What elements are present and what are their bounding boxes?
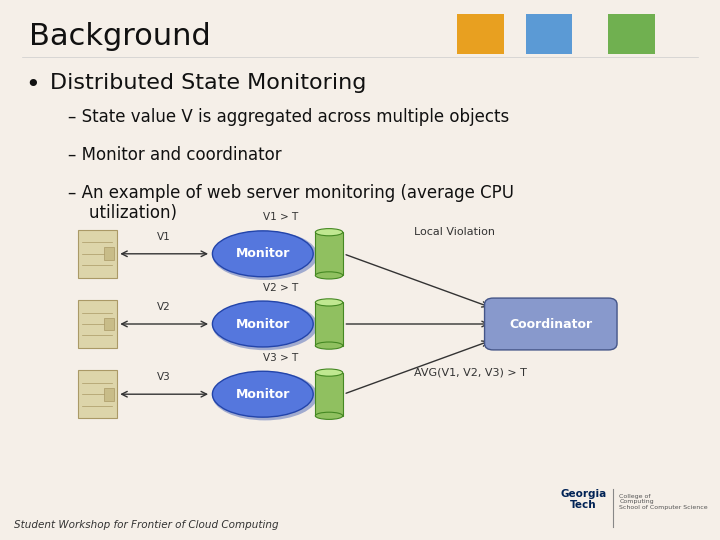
Text: Distributed State Monitoring: Distributed State Monitoring (50, 73, 366, 93)
Bar (457, 14, 504, 54)
Text: V1: V1 (157, 232, 171, 242)
Ellipse shape (212, 231, 313, 276)
Text: V3: V3 (157, 372, 171, 382)
Text: Monitor: Monitor (235, 388, 290, 401)
Bar (608, 14, 655, 54)
Text: V2: V2 (157, 302, 171, 312)
Text: V1 > T: V1 > T (264, 212, 298, 222)
Text: Coordinator: Coordinator (509, 318, 593, 330)
Text: AVG(V1, V2, V3) > T: AVG(V1, V2, V3) > T (414, 368, 527, 377)
Text: Local Violation: Local Violation (414, 227, 495, 237)
Ellipse shape (315, 412, 343, 420)
Text: Monitor: Monitor (235, 247, 290, 260)
Ellipse shape (212, 372, 313, 417)
Ellipse shape (212, 372, 318, 420)
Text: Georgia
Tech: Georgia Tech (560, 489, 606, 510)
Text: – Monitor and coordinator: – Monitor and coordinator (68, 146, 282, 164)
Ellipse shape (315, 369, 343, 376)
Text: – An example of web server monitoring (average CPU
    utilization): – An example of web server monitoring (a… (68, 184, 514, 222)
Text: Monitor: Monitor (235, 318, 290, 330)
Ellipse shape (315, 228, 343, 236)
Text: – State value V is aggregated across multiple objects: – State value V is aggregated across mul… (68, 108, 510, 126)
Bar (315, 373, 343, 416)
Ellipse shape (212, 301, 318, 350)
FancyBboxPatch shape (485, 298, 617, 350)
Bar (315, 232, 343, 275)
Bar (315, 302, 343, 346)
FancyBboxPatch shape (78, 300, 117, 348)
Ellipse shape (315, 272, 343, 279)
FancyBboxPatch shape (78, 230, 117, 278)
FancyBboxPatch shape (104, 318, 114, 330)
Bar (526, 14, 572, 54)
Text: Student Workshop for Frontier of Cloud Computing: Student Workshop for Frontier of Cloud C… (14, 520, 279, 530)
Text: •: • (25, 73, 40, 97)
Text: V3 > T: V3 > T (264, 353, 298, 363)
Ellipse shape (212, 231, 318, 280)
FancyBboxPatch shape (78, 370, 117, 418)
FancyBboxPatch shape (104, 388, 114, 401)
FancyBboxPatch shape (104, 247, 114, 260)
Text: Background: Background (29, 22, 210, 51)
Text: College of
Computing
School of Computer Science: College of Computing School of Computer … (619, 494, 708, 510)
Ellipse shape (315, 299, 343, 306)
Text: V2 > T: V2 > T (264, 282, 298, 293)
Ellipse shape (315, 342, 343, 349)
Ellipse shape (212, 301, 313, 347)
